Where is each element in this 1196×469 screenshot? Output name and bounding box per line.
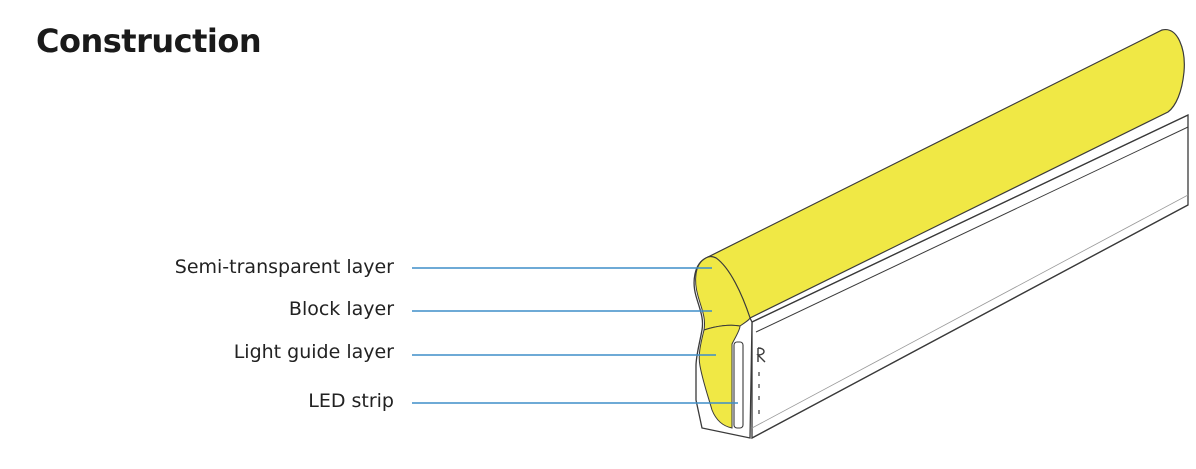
label-block-layer: Block layer bbox=[288, 298, 394, 320]
profile-ridge-line bbox=[751, 204, 1189, 439]
page-title: Construction bbox=[36, 22, 262, 60]
label-led-strip: LED strip bbox=[308, 390, 394, 412]
profile-ridge-line bbox=[755, 126, 1189, 333]
profile-ridge-line bbox=[751, 194, 1189, 429]
profile-ridge-line bbox=[751, 114, 1189, 323]
label-light-guide-layer: Light guide layer bbox=[233, 341, 394, 363]
profile-marking bbox=[756, 347, 766, 414]
label-semi-transparent-layer: Semi-transparent layer bbox=[174, 256, 394, 278]
led-strip bbox=[733, 341, 744, 429]
